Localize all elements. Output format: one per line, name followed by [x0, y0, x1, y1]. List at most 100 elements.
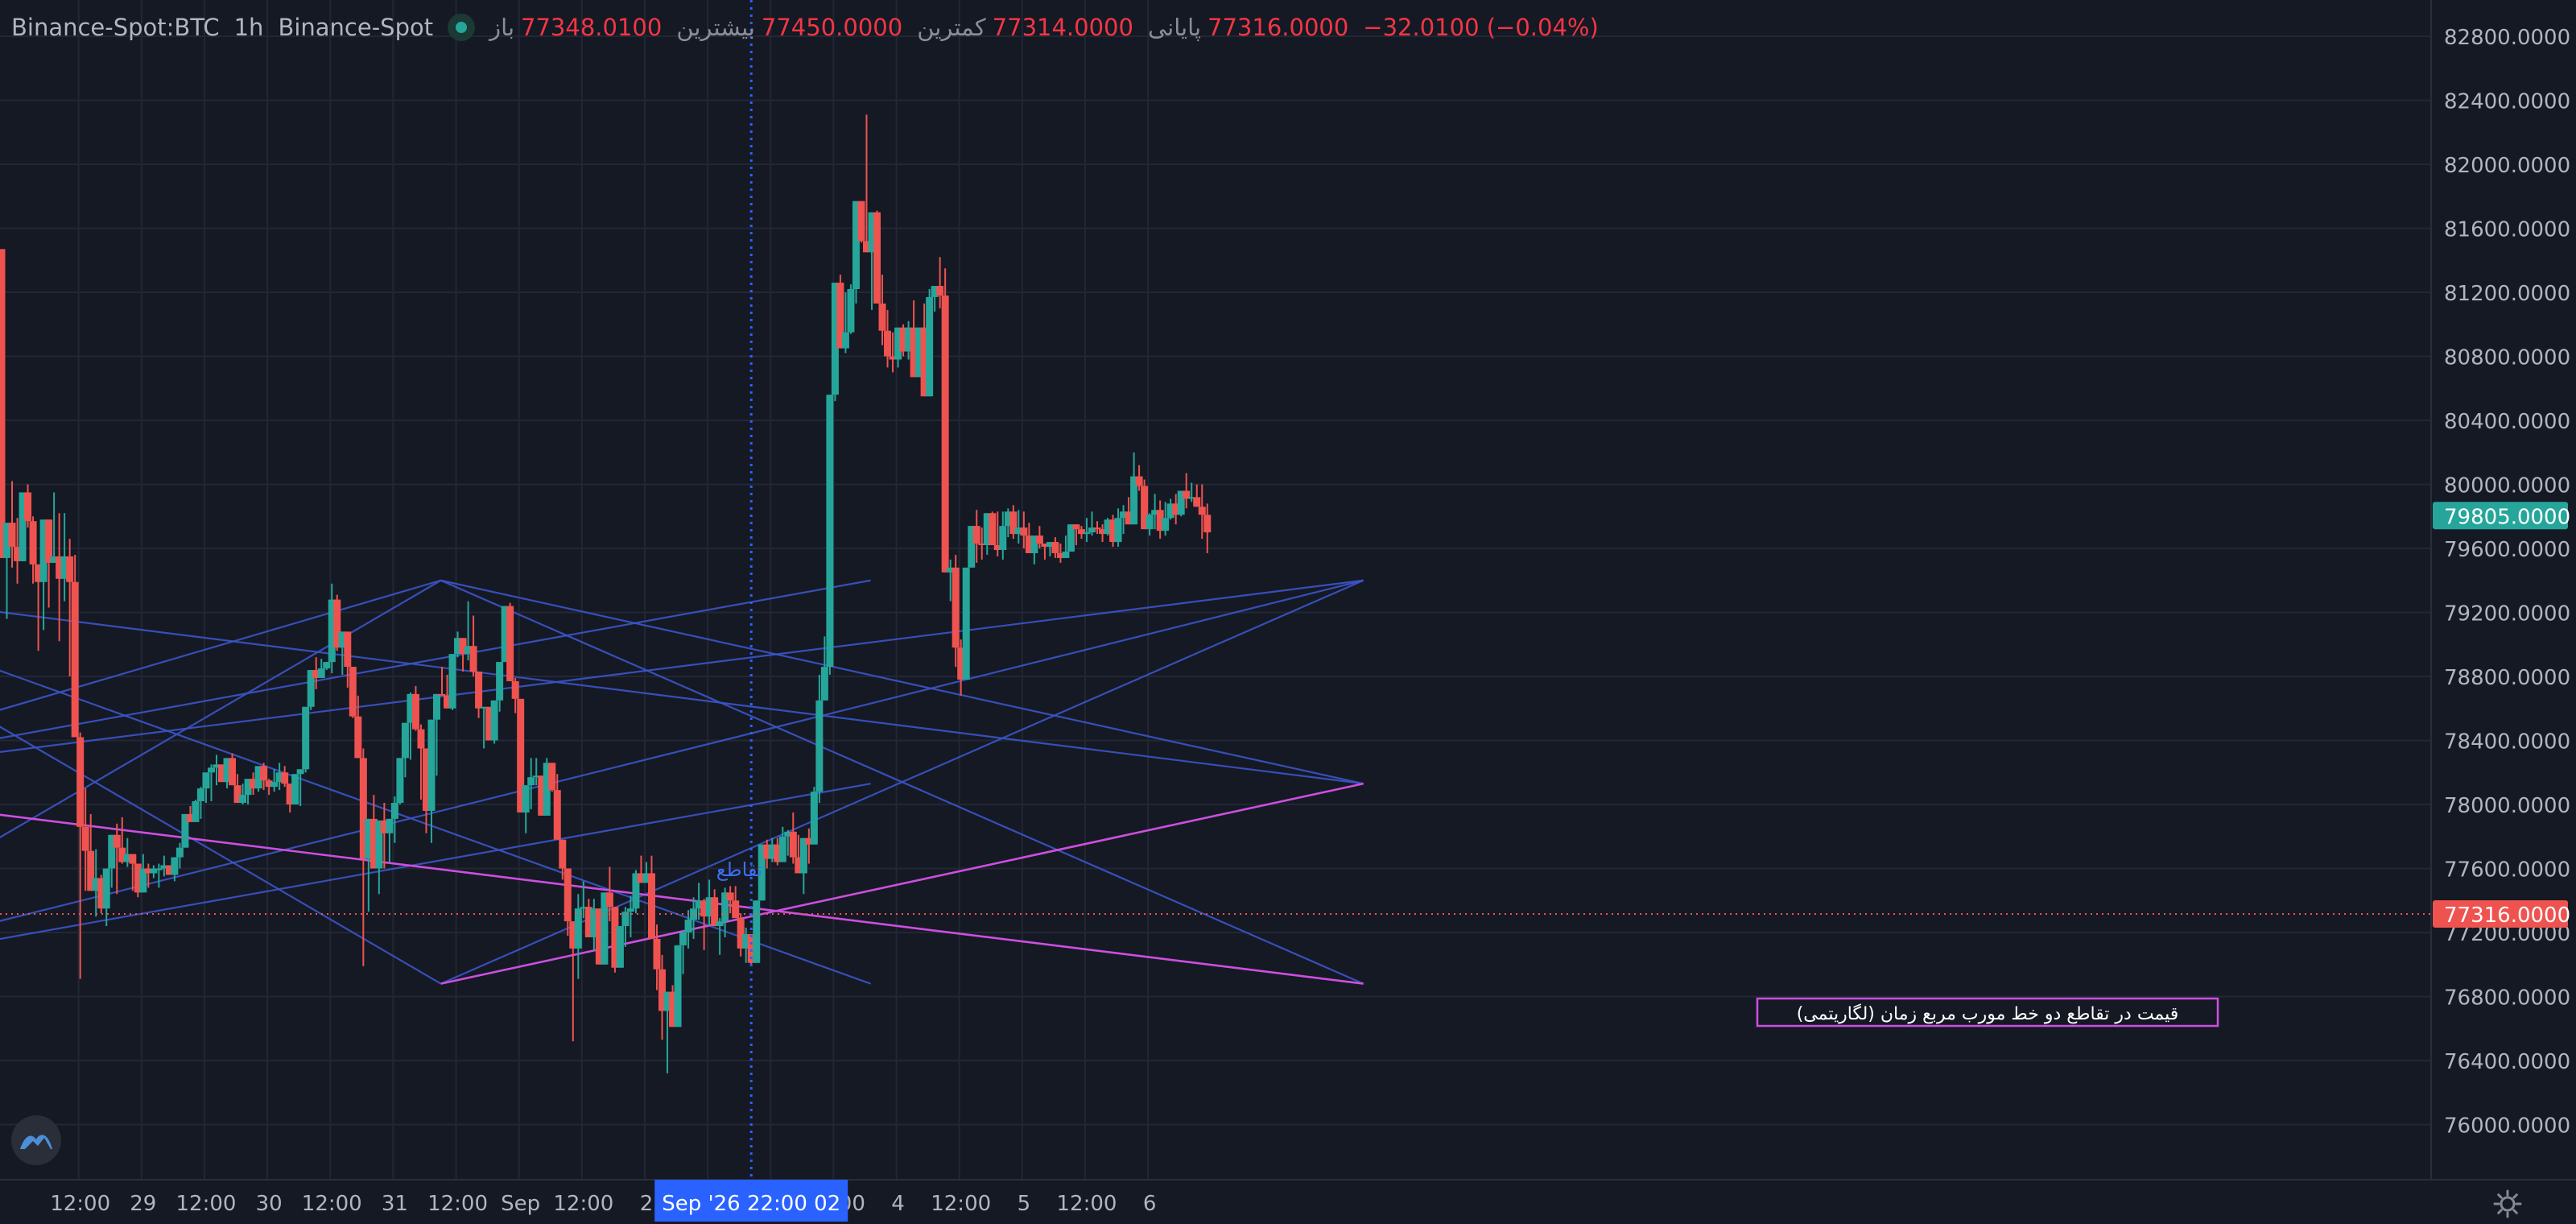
candle-body	[595, 908, 603, 965]
candle	[1099, 524, 1107, 543]
candle	[910, 300, 918, 378]
candle	[181, 813, 189, 848]
price-tick-label: 80000.0000	[2444, 474, 2570, 498]
candle-body	[454, 638, 462, 655]
candle-body	[386, 818, 394, 833]
candle	[296, 769, 304, 806]
price-tick-label: 82000.0000	[2444, 154, 2570, 178]
candle-body	[700, 900, 708, 917]
candle-body	[349, 667, 357, 717]
candle-body	[684, 920, 692, 932]
candle	[852, 201, 860, 304]
candle	[747, 933, 755, 965]
candle-body	[1120, 511, 1128, 519]
candle-body	[1009, 511, 1018, 535]
candle	[19, 492, 27, 561]
candle	[250, 772, 258, 796]
market-status-icon[interactable]	[448, 14, 476, 41]
candle-body	[213, 764, 221, 768]
candle	[506, 602, 514, 681]
candle-body	[218, 764, 226, 783]
candle-body	[663, 991, 671, 1011]
candle-body	[181, 813, 189, 848]
candle	[386, 818, 394, 862]
candle	[658, 954, 667, 1040]
candle-body	[0, 249, 6, 558]
candle-body	[354, 716, 362, 759]
candle-body	[56, 556, 64, 579]
candle-body	[291, 774, 299, 804]
candle	[947, 559, 955, 602]
candle	[448, 654, 456, 710]
candle	[1130, 452, 1138, 525]
crosshair-price-tag: 79805.0000	[2444, 505, 2570, 529]
candle	[831, 283, 839, 402]
interval-label[interactable]: 1h	[233, 14, 264, 41]
high-label: بیشترین	[676, 14, 755, 41]
candle-body	[878, 303, 886, 331]
candle-body	[66, 556, 74, 582]
candle	[1025, 523, 1033, 553]
candle	[312, 657, 320, 689]
fan-line	[440, 579, 1364, 785]
candle-body	[118, 847, 126, 862]
candle-body	[778, 836, 786, 862]
candle-body	[711, 897, 719, 927]
candle	[207, 764, 215, 802]
candle	[1109, 515, 1117, 548]
candle-body	[448, 654, 456, 709]
candle-body	[250, 779, 258, 789]
candle-body	[14, 547, 22, 561]
candle	[1141, 479, 1149, 530]
candle	[480, 706, 488, 749]
candle-body	[171, 857, 179, 875]
candle-body	[653, 938, 661, 970]
candle	[553, 774, 561, 840]
candle-body	[747, 933, 755, 963]
symbol-legend: Binance-Spot:BTC 1h Binance-Spot باز 7734…	[11, 8, 1599, 47]
time-tick-label: 12:00	[302, 1192, 362, 1216]
candle	[626, 895, 634, 937]
candle-body	[753, 900, 761, 963]
candle	[123, 837, 131, 867]
candle	[1093, 521, 1101, 535]
annotation: تقاطع قیمت در تقاطع دو خط مورب مربع زمان …	[716, 858, 2219, 1028]
exchange-name[interactable]: Binance-Spot	[278, 14, 434, 41]
candle	[726, 886, 734, 914]
candle	[1156, 500, 1164, 540]
fan-line	[0, 579, 1364, 922]
candle-body	[165, 865, 173, 875]
candle-body	[390, 803, 398, 819]
candle-body	[580, 907, 588, 909]
candle-body	[910, 327, 918, 378]
candle-body	[1141, 486, 1149, 530]
candle-body	[784, 831, 792, 837]
candle-body	[774, 844, 782, 862]
candle	[841, 292, 849, 354]
candle-body	[19, 492, 27, 561]
candle-body	[1187, 497, 1195, 499]
candle	[889, 332, 897, 373]
candle	[564, 868, 572, 936]
candle-body	[632, 873, 640, 909]
candle-body	[758, 844, 766, 901]
candle	[799, 837, 807, 895]
gear-icon[interactable]	[2491, 1188, 2524, 1220]
candle-body	[139, 868, 147, 893]
candle	[1030, 536, 1038, 564]
time-axis: 12:00 29 12:00 30 12:00 31 12:00 Sep 12:00 2 12:00…	[0, 1179, 2576, 1224]
candle	[102, 868, 110, 927]
candle-body	[8, 523, 16, 548]
candle-body	[862, 241, 870, 253]
candle-body	[1099, 529, 1107, 535]
symbol-name[interactable]: Binance-Spot:BTC	[11, 14, 220, 41]
candle-body	[669, 991, 677, 1028]
candle-body	[831, 283, 839, 395]
candle	[805, 828, 813, 864]
candle	[711, 889, 719, 927]
candle-body	[281, 772, 289, 784]
candle-body	[1114, 518, 1122, 543]
logo-icon[interactable]	[11, 1115, 61, 1165]
price-tick-label: 79200.0000	[2444, 602, 2570, 626]
